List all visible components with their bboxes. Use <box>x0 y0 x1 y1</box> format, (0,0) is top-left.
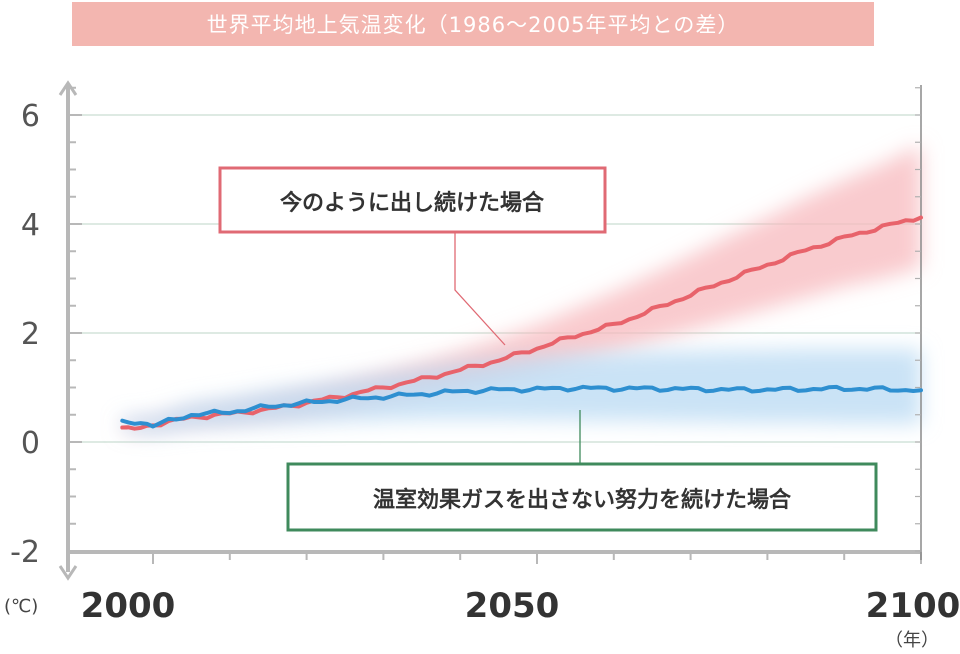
y-tick-label: 0 <box>21 426 40 461</box>
y-unit-label: (℃) <box>4 596 38 617</box>
y-axis-arrow-up <box>58 80 78 96</box>
series-line-1 <box>120 215 923 431</box>
y-tick-label: 2 <box>21 317 40 352</box>
callout-box-2 <box>286 462 878 532</box>
x-unit-label: （年） <box>885 630 939 651</box>
y-tick-label: 4 <box>21 208 40 243</box>
callout-leader-1 <box>454 232 506 346</box>
x-tick-label: 2000 <box>81 586 176 626</box>
chart-title-banner: 世界平均地上気温変化（1986〜2005年平均との差） <box>72 2 874 46</box>
x-tick-label: 2100 <box>866 586 960 626</box>
x-tick-label: 2050 <box>465 586 560 626</box>
axes <box>58 80 922 581</box>
callout-box-1 <box>218 166 607 234</box>
callout-label-2: 温室効果ガスを出さない努力を続けた場合 <box>373 487 792 513</box>
series-lines <box>120 215 923 431</box>
series-line-2 <box>120 384 923 429</box>
y-tick-label: -2 <box>10 535 40 570</box>
callout-label-1: 今のように出し続けた場合 <box>280 190 545 216</box>
chart-title: 世界平均地上気温変化（1986〜2005年平均との差） <box>206 13 740 37</box>
tick-labels: 6 4 2 0 -2 2000 2050 2100 (℃) （年） <box>4 99 960 651</box>
y-tick-label: 6 <box>21 99 40 134</box>
y-axis-arrow-down <box>58 565 78 581</box>
